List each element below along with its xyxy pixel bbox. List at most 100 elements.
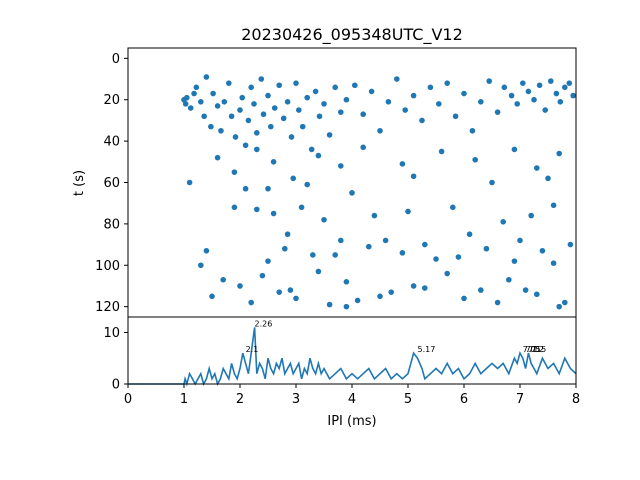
scatter-point <box>312 88 319 95</box>
y-tick-label: 120 <box>95 300 120 315</box>
scatter-point <box>209 293 215 300</box>
x-tick-label: 8 <box>572 392 580 407</box>
scatter-point <box>258 76 265 82</box>
scatter-point <box>394 76 400 82</box>
scatter-point <box>298 204 305 211</box>
peak-labels: 2.26 2.1 5.17 7.057.17.157.2 <box>246 319 547 354</box>
scatter-point <box>450 204 456 211</box>
scatter-point <box>332 252 339 258</box>
scatter-point <box>270 159 277 165</box>
scatter-point <box>520 80 526 86</box>
scatter-point <box>486 78 493 84</box>
scatter-point <box>293 295 299 302</box>
scatter-point <box>511 146 518 153</box>
scatter-point <box>316 113 323 120</box>
scatter-point <box>221 99 228 105</box>
scatter-point <box>248 299 254 306</box>
scatter-point <box>550 260 557 267</box>
scatter-point <box>556 150 562 157</box>
scatter-point <box>514 101 520 107</box>
scatter-point <box>511 258 518 264</box>
y-axis-label: t (s) <box>72 170 87 196</box>
scatter-point <box>536 82 543 89</box>
scatter-point <box>326 301 333 308</box>
scatter-point <box>553 90 560 97</box>
scatter-point <box>500 219 507 225</box>
scatter-point <box>210 90 216 97</box>
x-tick-label: 5 <box>404 392 412 407</box>
scatter-point <box>203 247 210 254</box>
scatter-point <box>548 78 554 84</box>
peak-label: 2.1 <box>246 345 259 354</box>
scatter-point <box>377 293 383 300</box>
y-tick-label: 40 <box>103 135 120 150</box>
scatter-point <box>231 204 238 211</box>
y-tick-label: 0 <box>112 52 120 67</box>
scatter-point <box>315 268 322 275</box>
scatter-point <box>542 107 548 113</box>
scatter-point <box>296 107 302 113</box>
x-tick-label: 7 <box>516 392 524 407</box>
scatter-point <box>201 113 207 120</box>
scatter-point <box>237 107 243 113</box>
scatter-point <box>556 303 562 310</box>
scatter-point <box>338 109 344 115</box>
scatter-point <box>231 169 238 175</box>
scatter-point <box>184 94 190 101</box>
scatter-point <box>299 123 306 130</box>
peak-label: 5.17 <box>418 345 436 354</box>
scatter-point <box>368 88 375 95</box>
scatter-point <box>360 111 367 118</box>
scatter-point <box>237 283 243 289</box>
scatter-point <box>253 146 260 153</box>
scatter-point <box>343 303 350 310</box>
scatter-point <box>531 96 537 103</box>
peak-label: 7.05 <box>523 345 541 354</box>
scatter-point <box>410 173 417 180</box>
scatter-point <box>478 287 484 293</box>
y-tick-label: 0 <box>112 378 120 393</box>
scatter-point <box>187 105 194 111</box>
scatter-point <box>508 92 515 99</box>
scatter-point <box>534 165 540 171</box>
scatter-point <box>321 101 327 107</box>
scatter-point <box>444 80 451 86</box>
scatter-point <box>399 250 406 256</box>
scatter-point <box>489 179 495 186</box>
scatter-point <box>501 84 508 91</box>
scatter-point <box>534 291 540 298</box>
scatter-point <box>570 92 576 99</box>
scatter-point <box>259 272 266 279</box>
scatter-point <box>461 90 467 97</box>
x-tick-label: 3 <box>292 392 300 407</box>
scatter-point <box>251 101 257 107</box>
scatter-point <box>444 270 451 277</box>
scatter-point <box>304 181 311 188</box>
scatter-point <box>517 237 523 244</box>
scatter-point <box>253 206 260 213</box>
scatter-point <box>419 117 425 124</box>
scatter-point <box>208 123 214 130</box>
y-tick-label: 80 <box>103 217 120 232</box>
scatter-point <box>422 285 428 291</box>
scatter-point <box>562 84 568 91</box>
x-tick-label: 6 <box>460 392 468 407</box>
scatter-y-ticks: 0 20 40 60 80 100 120 <box>95 52 128 315</box>
scatter-point <box>321 216 327 223</box>
y-tick-label: 100 <box>95 259 120 274</box>
scatter-point <box>284 99 291 105</box>
scatter-point <box>284 231 291 238</box>
scatter-point <box>433 256 439 262</box>
scatter-point <box>239 94 246 101</box>
scatter-point <box>287 287 294 293</box>
scatter-point <box>182 101 189 107</box>
scatter-point <box>494 109 501 115</box>
scatter-point <box>198 99 204 105</box>
scatter-point <box>483 245 490 252</box>
peak-label: 2.26 <box>255 319 273 328</box>
scatter-point <box>494 299 501 306</box>
peak-label: 7.1 <box>526 345 539 354</box>
scatter-point <box>562 299 568 306</box>
scatter-point <box>268 123 274 130</box>
